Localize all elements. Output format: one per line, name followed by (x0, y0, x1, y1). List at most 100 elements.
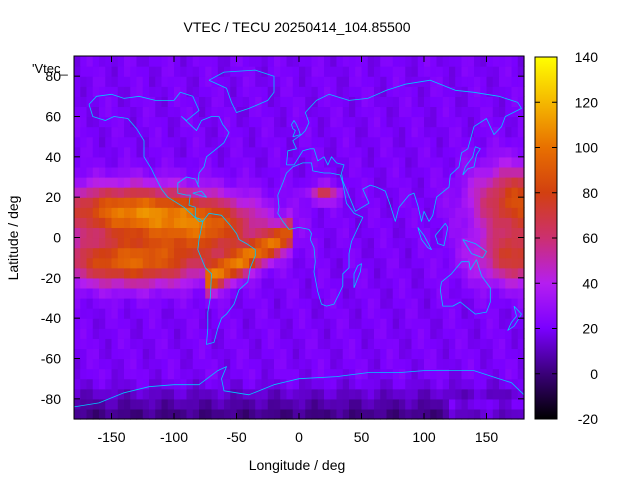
heat-cell (430, 126, 438, 138)
heat-cell (99, 166, 106, 178)
heat-cell (280, 237, 288, 249)
heat-cell (380, 187, 388, 198)
heat-cell (286, 96, 294, 108)
heat-cell (242, 56, 250, 67)
heat-cell (442, 237, 450, 249)
heat-cell (499, 358, 506, 370)
heat-cell (424, 308, 431, 319)
heat-cell (430, 247, 438, 259)
heat-cell (286, 257, 294, 269)
heat-cell (186, 106, 194, 118)
heat-cell (467, 106, 475, 118)
heat-cell (180, 277, 188, 289)
heat-cell (267, 348, 275, 360)
heat-cell (492, 116, 500, 128)
heat-cell (467, 146, 475, 158)
heat-cell (136, 106, 144, 118)
heat-cell (411, 237, 419, 249)
heat-cell (149, 106, 156, 118)
heat-cell (499, 237, 506, 249)
heat-cell (349, 388, 356, 400)
heat-cell (299, 378, 306, 390)
heat-cell (186, 56, 194, 67)
heat-cell (99, 227, 106, 239)
heat-cell (86, 86, 94, 97)
heat-cell (199, 106, 206, 118)
coastline (353, 263, 362, 289)
heat-cell (230, 298, 238, 309)
heat-cell (174, 96, 181, 108)
heat-cell (467, 136, 475, 148)
heat-cell (92, 308, 100, 319)
heat-cell (205, 287, 213, 299)
heat-cell (74, 348, 81, 360)
heat-cell (374, 247, 381, 259)
heat-cell (105, 136, 113, 148)
heat-cell (161, 166, 169, 178)
heat-cell (249, 368, 256, 380)
heat-cell (499, 328, 506, 339)
heat-cell (374, 66, 381, 77)
heat-cell (161, 177, 169, 188)
heat-cell (511, 298, 519, 309)
heat-cell (136, 116, 144, 128)
heat-cell (349, 187, 356, 198)
heat-cell (367, 318, 375, 329)
x-axis-ticks: -150 -100 -50 0 50 100 150 (97, 56, 498, 445)
heat-cell (411, 348, 419, 360)
heat-cell (361, 227, 369, 239)
heat-cell (424, 146, 431, 158)
heat-cell (499, 56, 506, 67)
heat-cell (367, 66, 375, 77)
heat-cell (286, 388, 294, 400)
heat-cell (467, 217, 475, 229)
heat-cell (186, 287, 194, 299)
heat-cell (280, 66, 288, 77)
heat-cell (342, 388, 350, 400)
heat-cell (186, 217, 194, 229)
heat-cell (99, 408, 106, 420)
heat-cell (474, 358, 481, 370)
heat-cell (467, 277, 475, 289)
heat-cell (224, 76, 231, 87)
heat-cell (205, 277, 213, 289)
heat-cell (455, 136, 463, 148)
heat-cell (467, 328, 475, 339)
heat-cell (274, 348, 281, 360)
heat-cell (111, 76, 119, 87)
heat-cell (349, 96, 356, 108)
heat-cell (117, 207, 125, 218)
heat-cell (455, 86, 463, 97)
heat-cell (417, 348, 425, 360)
heat-cell (317, 257, 325, 269)
heat-cell (405, 126, 413, 138)
heat-cell (330, 177, 338, 188)
heat-cell (305, 368, 313, 380)
heat-cell (380, 156, 388, 168)
heat-cell (99, 187, 106, 198)
heat-cell (367, 197, 375, 208)
heat-cell (86, 287, 94, 299)
heat-cell (186, 96, 194, 108)
heat-cell (417, 136, 425, 148)
heat-cell (467, 126, 475, 138)
heat-cell (124, 166, 131, 178)
heat-cell (149, 348, 156, 360)
heat-cell (505, 318, 513, 329)
heat-cell (280, 197, 288, 208)
heat-cell (274, 156, 281, 168)
heat-cell (155, 187, 163, 198)
heat-cell (374, 257, 381, 269)
heat-cell (80, 388, 88, 400)
heat-cell (242, 338, 250, 350)
heat-cell (286, 338, 294, 350)
heat-cell (505, 398, 513, 410)
heat-cell (249, 358, 256, 370)
heat-cell (99, 257, 106, 269)
heat-cell (342, 56, 350, 67)
heat-cell (474, 237, 481, 249)
heat-cell (274, 368, 281, 380)
heat-cell (274, 106, 281, 118)
heat-cell (242, 318, 250, 329)
heat-cell (205, 358, 213, 370)
